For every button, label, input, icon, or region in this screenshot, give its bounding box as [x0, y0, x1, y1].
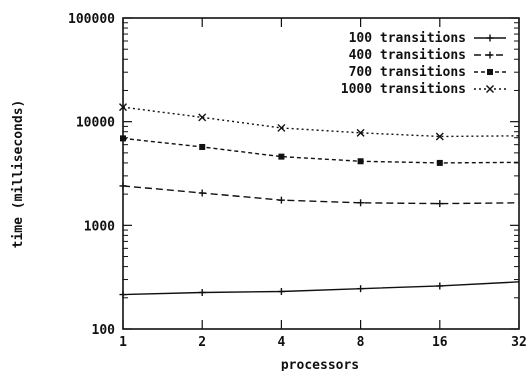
x-tick-label: 2 [198, 335, 206, 350]
series-line [122, 137, 520, 164]
data-point [357, 158, 364, 165]
legend-label: 1000 transitions [341, 82, 466, 97]
legend-marker [487, 69, 493, 75]
x-axis-ticks: 1 2 4 8 16 32 [119, 18, 527, 350]
data-point [119, 103, 127, 112]
series-2 [119, 182, 520, 208]
legend: 100 transitions 400 transitions 700 transi… [341, 31, 506, 97]
series-line [122, 281, 520, 296]
x-tick-label: 32 [511, 335, 527, 350]
series-3 [120, 135, 520, 166]
legend-marker [486, 34, 494, 42]
data-point [357, 199, 365, 207]
x-tick-label: 4 [277, 335, 285, 350]
data-point [120, 135, 126, 142]
y-tick-label: 10000 [76, 116, 115, 131]
y-tick-label: 100000 [68, 12, 115, 27]
series-4 [119, 103, 520, 141]
data-point [198, 189, 206, 197]
series-line [122, 185, 520, 205]
data-point [199, 143, 206, 150]
y-axis-ticks: 100 1000 10000 100000 [68, 12, 519, 338]
data-point [277, 288, 285, 296]
y-axis-label: time (milliseconds) [11, 100, 26, 249]
data-point [357, 285, 365, 293]
legend-label: 700 transitions [349, 65, 466, 80]
data-point [198, 113, 207, 122]
data-point [277, 196, 285, 204]
data-point [356, 128, 365, 137]
series-line [122, 106, 520, 138]
data-point [436, 282, 444, 290]
legend-marker [486, 85, 494, 93]
data-point [435, 132, 444, 141]
y-tick-label: 1000 [84, 219, 115, 234]
y-tick-label: 100 [92, 323, 116, 338]
data-point [119, 291, 127, 299]
data-point [436, 200, 444, 208]
plot-frame [122, 17, 520, 330]
x-tick-label: 16 [432, 335, 448, 350]
legend-label: 100 transitions [349, 31, 466, 46]
series-1 [119, 281, 520, 299]
series-layer [119, 103, 520, 299]
x-axis-label: processors [281, 358, 359, 371]
data-point [198, 288, 206, 296]
data-point [277, 123, 286, 132]
data-point [119, 182, 127, 190]
data-point [436, 159, 443, 166]
legend-marker [486, 51, 494, 59]
x-tick-label: 8 [357, 335, 365, 350]
legend-label: 400 transitions [349, 48, 466, 63]
x-tick-label: 1 [119, 335, 127, 350]
data-point [278, 153, 285, 160]
